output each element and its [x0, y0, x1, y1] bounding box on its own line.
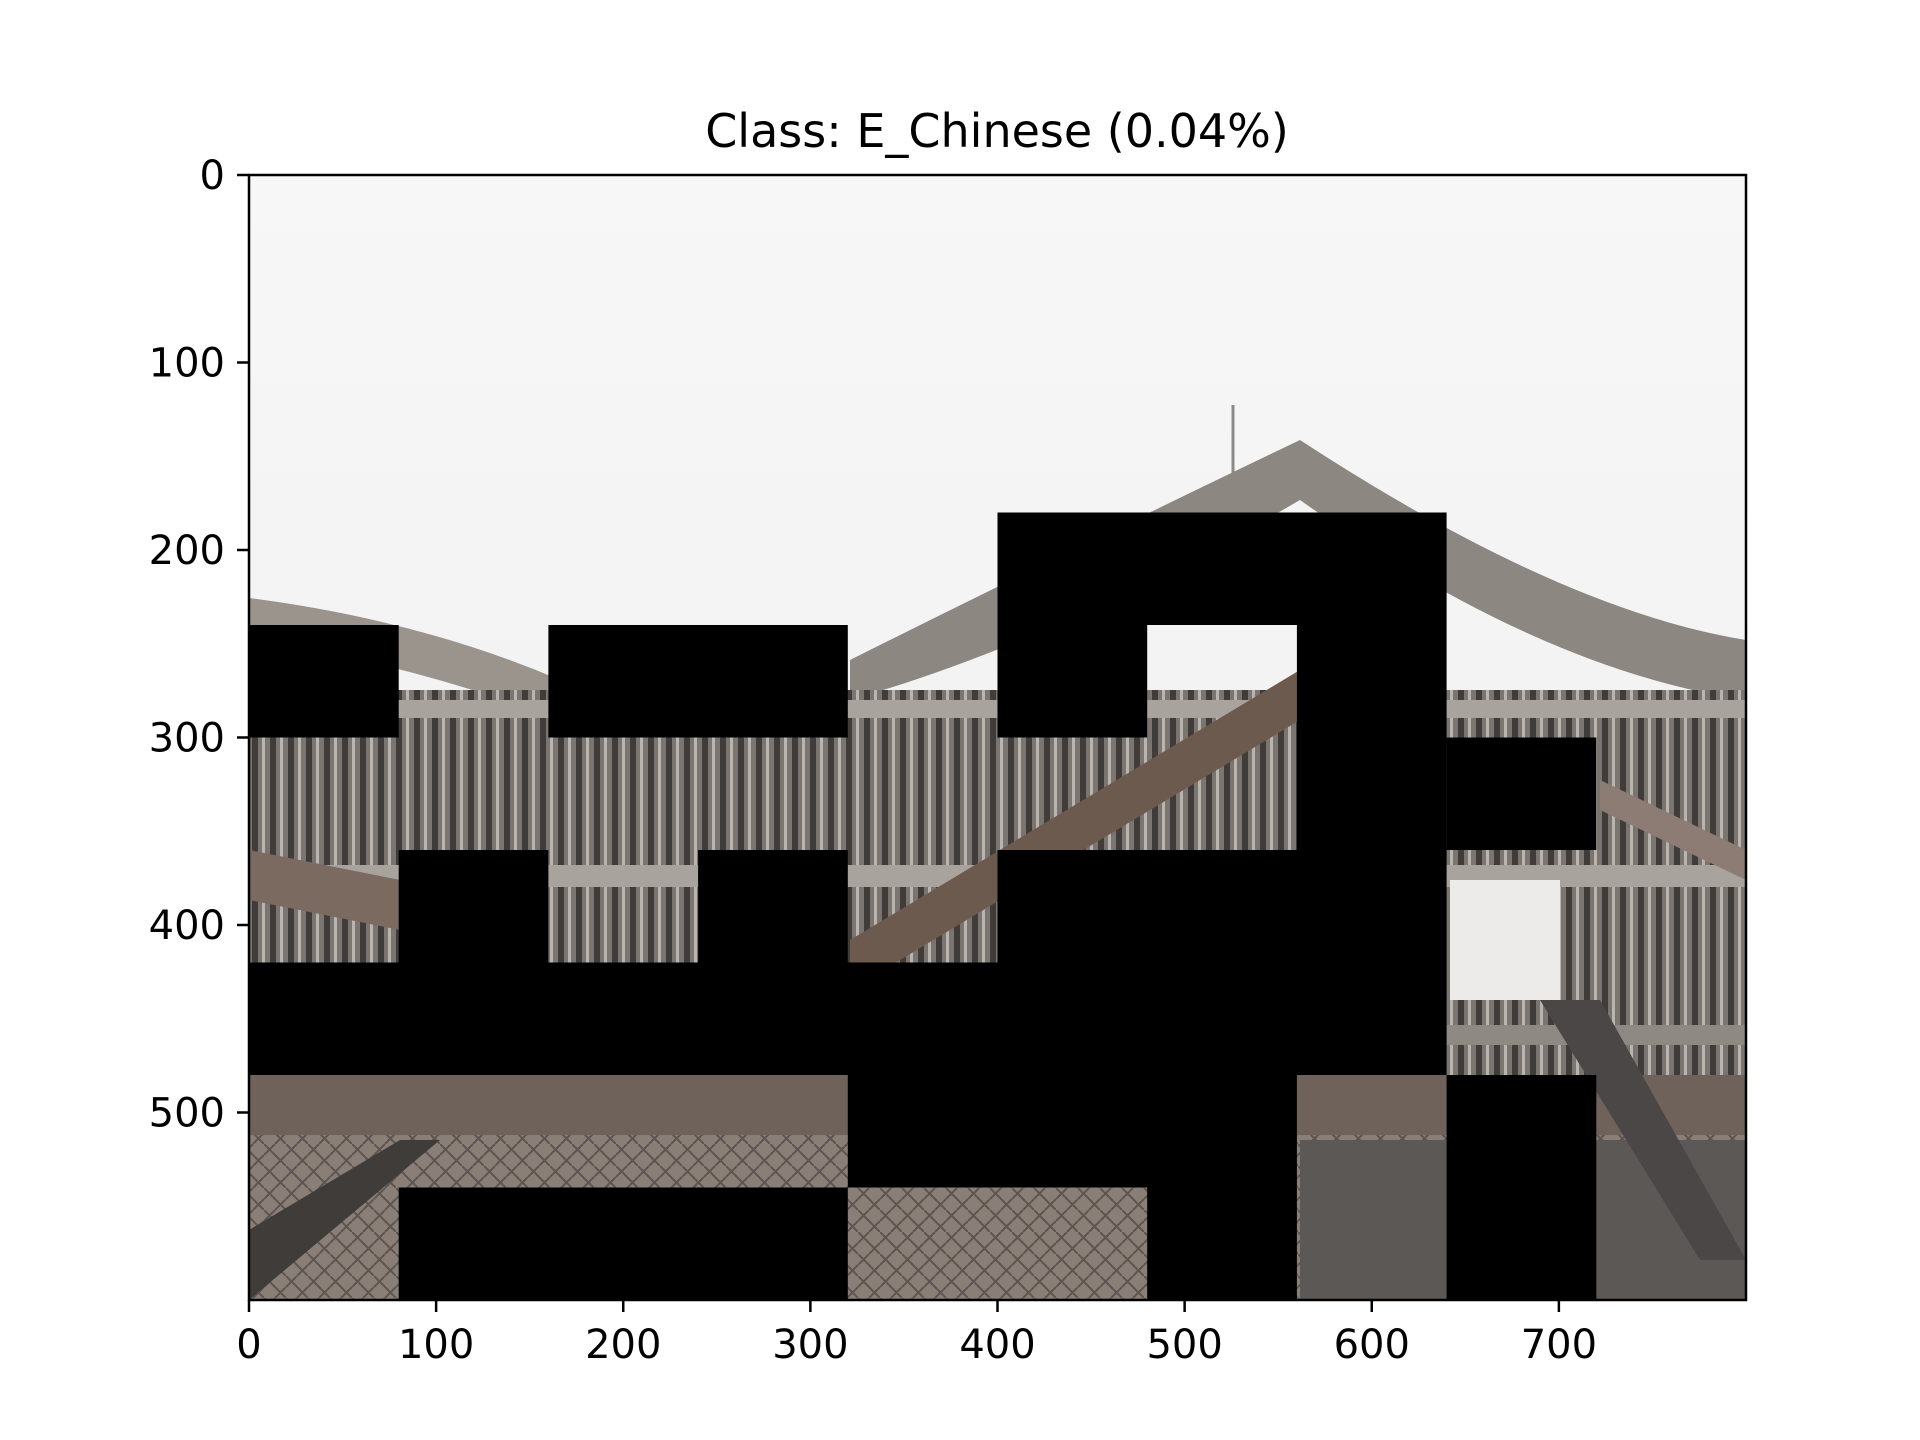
mask-block	[847, 1075, 1297, 1188]
mask-block	[398, 1187, 848, 1300]
walkway-left	[249, 1140, 440, 1300]
ramp	[1540, 1000, 1746, 1260]
y-tick-label: 0	[200, 153, 225, 199]
mask-block	[698, 850, 848, 963]
mask-block	[398, 850, 549, 963]
y-axis: 0 100 200 300 400 500	[149, 153, 249, 1137]
wall-panel	[1450, 880, 1560, 1000]
mask-block	[1446, 737, 1597, 850]
mask-block	[997, 625, 1148, 738]
staircase-left	[249, 850, 400, 930]
mask-block	[249, 625, 399, 738]
x-tick-label: 600	[1334, 1322, 1410, 1368]
mask-block	[1446, 1075, 1597, 1300]
mask-block	[997, 850, 1447, 963]
x-tick-label: 400	[959, 1322, 1035, 1368]
x-tick-label: 200	[585, 1322, 661, 1368]
roof-main	[850, 440, 1746, 700]
mask-block	[249, 962, 1447, 1075]
y-tick-label: 200	[149, 528, 225, 574]
occlusion-masks	[249, 512, 1597, 1300]
mask-block	[1296, 625, 1447, 850]
x-tick-label: 100	[398, 1322, 474, 1368]
x-tick-label: 300	[772, 1322, 848, 1368]
x-axis: 0 100 200 300 400 500 600 700	[236, 1300, 1597, 1368]
x-tick-label: 700	[1521, 1322, 1597, 1368]
mask-block	[997, 512, 1447, 625]
y-tick-label: 300	[149, 716, 225, 762]
y-tick-label: 100	[149, 341, 225, 387]
mask-block	[548, 625, 848, 738]
staircase	[850, 670, 1300, 990]
chart-title: Class: E_Chinese (0.04%)	[705, 104, 1289, 158]
y-tick-label: 500	[149, 1091, 225, 1137]
x-tick-label: 500	[1146, 1322, 1222, 1368]
x-tick-label: 0	[236, 1322, 261, 1368]
mask-block	[1147, 1187, 1297, 1300]
y-tick-label: 400	[149, 903, 225, 949]
staircase-right	[1600, 780, 1746, 880]
